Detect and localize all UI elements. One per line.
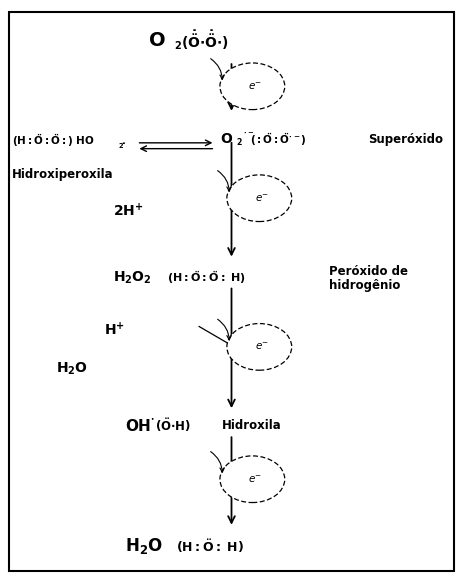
- Text: $\mathbf{\dot{\ }}$: $\mathbf{\dot{\ }}$: [121, 135, 126, 147]
- Text: $\mathbf{^{\cdot}}$: $\mathbf{^{\cdot}}$: [150, 416, 154, 429]
- Text: $\mathbf{_2}$: $\mathbf{_2}$: [174, 38, 181, 52]
- Text: Hidroxila: Hidroxila: [222, 419, 282, 432]
- Text: $\mathbf{O}$: $\mathbf{O}$: [220, 132, 233, 146]
- Text: e$^{-}$: e$^{-}$: [255, 193, 269, 203]
- Text: $\mathbf{_2}$: $\mathbf{_2}$: [236, 136, 243, 149]
- Text: $\mathbf{H_2O}$: $\mathbf{H_2O}$: [56, 360, 88, 377]
- Text: $\mathbf{(H{:}\ddot{O}{:}\ddot{O}{:})\ HO}$: $\mathbf{(H{:}\ddot{O}{:}\ddot{O}{:})\ H…: [12, 133, 94, 149]
- Ellipse shape: [220, 63, 285, 110]
- Text: Peróxido de: Peróxido de: [329, 265, 408, 278]
- Text: hidrogênio: hidrogênio: [329, 279, 400, 292]
- Text: $\mathbf{H_2O}$: $\mathbf{H_2O}$: [125, 536, 163, 556]
- Text: $\mathbf{(H{:}\ddot{O}{:}\ H)}$: $\mathbf{(H{:}\ddot{O}{:}\ H)}$: [176, 538, 244, 555]
- Text: $\mathbf{H_2O_2}$: $\mathbf{H_2O_2}$: [113, 270, 152, 286]
- Text: $\mathbf{_2}$: $\mathbf{_2}$: [118, 141, 124, 151]
- Text: $\mathbf{OH}$: $\mathbf{OH}$: [125, 417, 151, 434]
- Text: Hidroxiperoxila: Hidroxiperoxila: [12, 168, 113, 181]
- Text: $\mathbf{O}$: $\mathbf{O}$: [148, 31, 166, 50]
- Ellipse shape: [227, 324, 292, 370]
- Text: e$^{-}$: e$^{-}$: [248, 474, 262, 484]
- Text: $\mathbf{H^{+}}$: $\mathbf{H^{+}}$: [104, 321, 125, 338]
- Text: $\mathbf{(H{:}\ddot{O}{:}\ddot{O}{:}\ H)}$: $\mathbf{(H{:}\ddot{O}{:}\ddot{O}{:}\ H)…: [167, 270, 245, 286]
- Text: $\mathbf{(\ddot{O}{\cdot}H)}$: $\mathbf{(\ddot{O}{\cdot}H)}$: [155, 417, 191, 434]
- Text: $\mathbf{({:}\ddot{O}{:}\ddot{O}^{\cdot -})}$: $\mathbf{({:}\ddot{O}{:}\ddot{O}^{\cdot …: [250, 132, 307, 148]
- Ellipse shape: [227, 175, 292, 222]
- Text: $\mathbf{2H^{+}}$: $\mathbf{2H^{+}}$: [113, 202, 144, 220]
- Text: Superóxido: Superóxido: [368, 134, 443, 146]
- Text: $\mathbf{^{\cdot -}}$: $\mathbf{^{\cdot -}}$: [243, 130, 254, 141]
- Text: e$^{-}$: e$^{-}$: [248, 81, 262, 92]
- Text: e$^{-}$: e$^{-}$: [255, 342, 269, 352]
- Text: $\mathbf{(\dot{\ddot{O}}{\cdot}\dot{\ddot{O}}{\cdot})}$: $\mathbf{(\dot{\ddot{O}}{\cdot}\dot{\ddo…: [181, 29, 229, 52]
- Ellipse shape: [220, 456, 285, 503]
